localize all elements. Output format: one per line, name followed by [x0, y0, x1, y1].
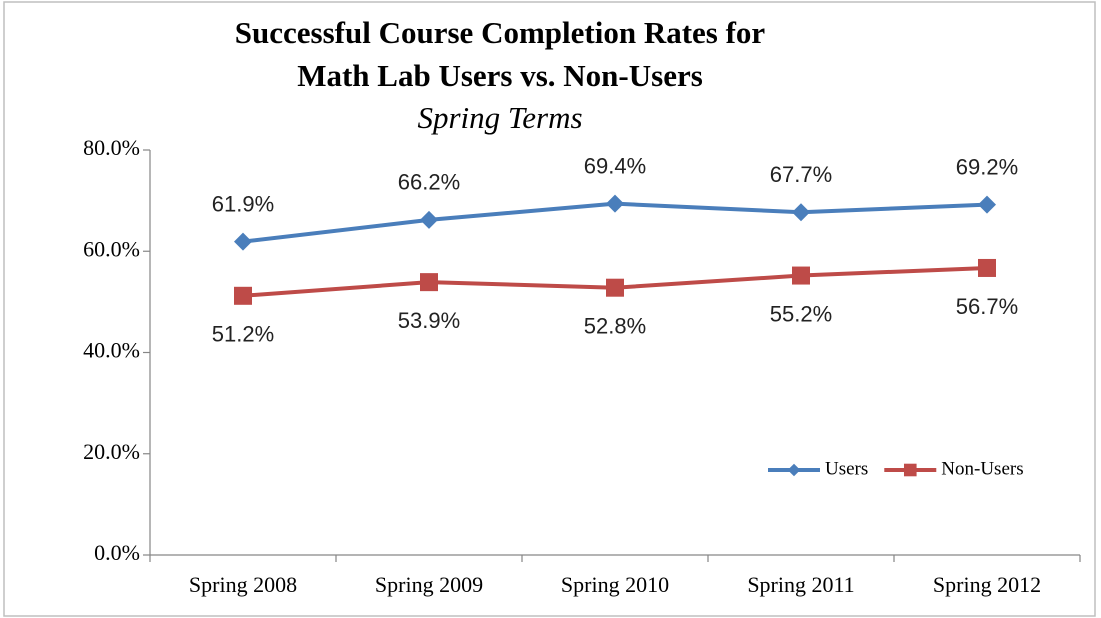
y-tick-label: 0.0% — [94, 540, 140, 565]
x-tick-label: Spring 2010 — [561, 572, 669, 597]
data-label: 52.8% — [584, 314, 646, 339]
y-tick-label: 20.0% — [83, 439, 140, 464]
x-tick-label: Spring 2012 — [933, 572, 1041, 597]
data-point — [420, 210, 438, 229]
data-label: 67.7% — [770, 162, 832, 187]
y-tick-label: 40.0% — [83, 338, 140, 363]
chart-subtitle: Spring Terms — [417, 100, 582, 135]
chart-title: Successful Course Completion Rates for — [235, 15, 766, 50]
data-point — [234, 286, 252, 305]
y-tick-label: 60.0% — [83, 236, 140, 261]
data-point — [792, 203, 810, 222]
legend-marker — [903, 463, 917, 477]
x-tick-label: Spring 2009 — [375, 572, 483, 597]
legend-label: Non-Users — [941, 458, 1023, 479]
data-label: 51.2% — [212, 322, 274, 347]
data-label: 53.9% — [398, 308, 460, 333]
legend-label: Users — [825, 458, 868, 479]
data-point — [606, 278, 624, 297]
data-label: 56.7% — [956, 294, 1018, 319]
x-tick-label: Spring 2008 — [189, 572, 297, 597]
data-label: 55.2% — [770, 301, 832, 326]
data-label: 69.2% — [956, 154, 1018, 179]
data-label: 66.2% — [398, 170, 460, 195]
x-tick-label: Spring 2011 — [747, 572, 854, 597]
chart-frame — [3, 1, 1096, 617]
data-label: 69.4% — [584, 153, 646, 178]
data-point — [978, 258, 996, 277]
data-label: 61.9% — [212, 191, 274, 216]
chart-title: Math Lab Users vs. Non-Users — [297, 58, 703, 93]
data-point — [420, 273, 438, 292]
data-point — [978, 195, 996, 214]
y-tick-label: 80.0% — [83, 135, 140, 160]
data-point — [234, 232, 252, 251]
data-point — [606, 194, 624, 213]
data-point — [792, 266, 810, 285]
